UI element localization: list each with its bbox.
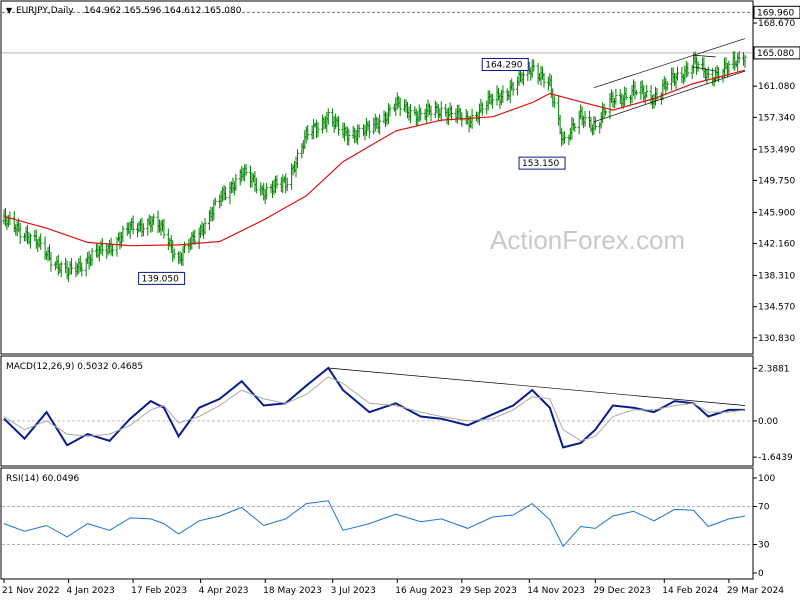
x-tick-label: 17 Feb 2023 bbox=[131, 586, 187, 596]
macd-ytick-label: 0.00 bbox=[758, 417, 778, 427]
price-ytick-label: 130.830 bbox=[758, 334, 795, 344]
x-tick-label: 16 Aug 2023 bbox=[395, 586, 453, 596]
x-tick-label: 4 Jan 2023 bbox=[67, 586, 115, 596]
macd-trend-line bbox=[328, 367, 746, 406]
macd-layer bbox=[2, 366, 752, 449]
x-tick-label: 21 Nov 2022 bbox=[2, 586, 60, 596]
rsi-layer bbox=[2, 500, 752, 548]
last-price-box bbox=[753, 46, 800, 60]
top-level-label: 169.960 bbox=[757, 8, 794, 18]
axis-layer: 168.670164.980161.080157.340153.490149.7… bbox=[2, 5, 800, 596]
macd-panel-title: MACD(12,26,9) 0.5032 0.4685 bbox=[6, 362, 143, 372]
price-ytick-label: 149.750 bbox=[758, 176, 795, 186]
x-tick-label: 29 Dec 2023 bbox=[593, 586, 651, 596]
annotation-label: 164.290 bbox=[485, 60, 522, 70]
trend-line bbox=[693, 66, 716, 72]
x-tick-label: 29 Mar 2024 bbox=[727, 586, 784, 596]
annotation-box bbox=[518, 156, 566, 170]
price-ytick-label: 157.340 bbox=[758, 113, 795, 123]
price-panel-title: EURJPY,Daily bbox=[16, 6, 74, 16]
price-ytick-label: 145.900 bbox=[758, 208, 795, 218]
watermark: ActionForex.com bbox=[490, 225, 685, 255]
x-tick-label: 14 Nov 2023 bbox=[527, 586, 585, 596]
price-layer: 164.290 153.150 139.050 bbox=[2, 11, 752, 285]
annotation-label: 153.150 bbox=[522, 159, 559, 169]
trend-line bbox=[593, 38, 746, 89]
x-tick-label: 14 Feb 2024 bbox=[662, 586, 718, 596]
chart-dropdown-icon[interactable]: ▼ bbox=[6, 6, 13, 15]
trend-line bbox=[593, 70, 746, 123]
rsi-ytick-label: 70 bbox=[758, 503, 770, 513]
x-tick-label: 4 Apr 2023 bbox=[199, 586, 249, 596]
price-ytick-label: 142.160 bbox=[758, 240, 795, 250]
macd-ytick-label: 2.3881 bbox=[758, 364, 790, 374]
macd-ytick-label: -1.6439 bbox=[758, 453, 793, 463]
rsi-ytick-label: 0 bbox=[758, 569, 764, 579]
annotation-box bbox=[138, 271, 186, 285]
rsi-panel-title: RSI(14) 60.0496 bbox=[6, 474, 79, 484]
trend-line bbox=[693, 54, 716, 58]
rsi-ytick-label: 30 bbox=[758, 541, 770, 551]
top-level-box bbox=[753, 5, 800, 19]
price-ytick-label: 138.310 bbox=[758, 272, 795, 282]
signal-line bbox=[3, 376, 746, 442]
rsi-line bbox=[3, 500, 746, 548]
price-ytick-label: 168.670 bbox=[758, 19, 795, 29]
rsi-panel bbox=[0, 467, 754, 580]
x-tick-label: 29 Sep 2023 bbox=[460, 586, 517, 596]
last-price-label: 165.080 bbox=[757, 49, 794, 59]
x-tick-label: 18 May 2023 bbox=[263, 586, 322, 596]
annotation-box bbox=[481, 57, 529, 71]
annotation-label: 139.050 bbox=[142, 274, 179, 284]
price-ytick-label: 161.080 bbox=[758, 82, 795, 92]
rsi-ytick-label: 100 bbox=[758, 474, 775, 484]
price-panel bbox=[0, 0, 754, 355]
price-ytick-label: 134.570 bbox=[758, 303, 795, 313]
price-ytick-label: 153.490 bbox=[758, 145, 795, 155]
moving-average-line bbox=[3, 69, 746, 247]
ohlc-label: 164.962 165.596 164.612 165.080 bbox=[84, 6, 242, 16]
macd-line bbox=[3, 366, 745, 449]
x-tick-label: 3 Jul 2023 bbox=[331, 586, 376, 596]
macd-panel bbox=[0, 355, 754, 467]
